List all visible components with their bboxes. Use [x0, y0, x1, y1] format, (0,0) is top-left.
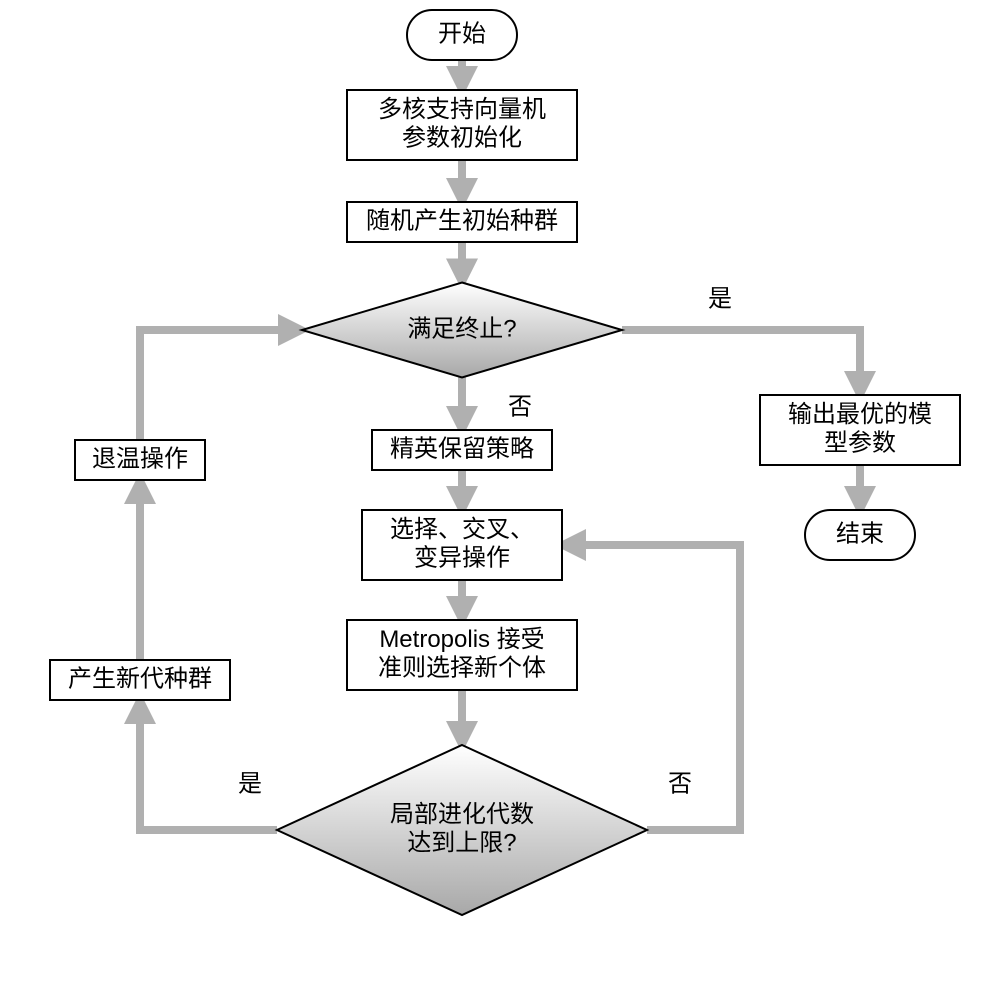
edge-local_q-new_gen	[140, 700, 277, 830]
edge-terminate_q-output	[622, 330, 860, 395]
node-sel_cross: 选择、交叉、变异操作	[362, 510, 562, 580]
node-label: 多核支持向量机	[378, 96, 546, 123]
node-metropolis: Metropolis 接受准则选择新个体	[347, 620, 577, 690]
node-label: 达到上限?	[407, 830, 516, 857]
edge-label: 是	[238, 770, 262, 797]
node-label: 输出最优的模	[788, 401, 932, 428]
node-anneal: 退温操作	[75, 440, 205, 480]
node-label: 参数初始化	[402, 125, 522, 152]
edge-local_q-sel_cross	[562, 545, 740, 830]
node-label: Metropolis 接受	[379, 626, 544, 653]
node-output: 输出最优的模型参数	[760, 395, 960, 465]
node-label: 精英保留策略	[390, 435, 534, 462]
node-new_gen: 产生新代种群	[50, 660, 230, 700]
node-label: 满足终止?	[407, 315, 516, 342]
flowchart: 否是是否开始多核支持向量机参数初始化随机产生初始种群满足终止?精英保留策略选择、…	[0, 0, 1000, 982]
node-label: 准则选择新个体	[378, 655, 546, 682]
node-start: 开始	[407, 10, 517, 60]
node-label: 选择、交叉、	[390, 516, 534, 543]
node-label: 随机产生初始种群	[366, 207, 558, 234]
node-local_q: 局部进化代数达到上限?	[277, 745, 647, 915]
node-end: 结束	[805, 510, 915, 560]
edge-label: 是	[708, 285, 732, 312]
node-random_pop: 随机产生初始种群	[347, 202, 577, 242]
node-label: 变异操作	[414, 545, 510, 572]
node-label: 结束	[836, 520, 884, 547]
node-label: 产生新代种群	[68, 665, 212, 692]
node-label: 退温操作	[92, 445, 188, 472]
node-label: 型参数	[824, 430, 896, 457]
edge-label: 否	[508, 393, 532, 420]
node-label: 开始	[438, 20, 486, 47]
node-label: 局部进化代数	[390, 801, 534, 828]
node-elite: 精英保留策略	[372, 430, 552, 470]
node-init: 多核支持向量机参数初始化	[347, 90, 577, 160]
edge-anneal-terminate_q	[140, 330, 302, 440]
edge-label: 否	[668, 770, 692, 797]
node-terminate_q: 满足终止?	[302, 283, 622, 378]
